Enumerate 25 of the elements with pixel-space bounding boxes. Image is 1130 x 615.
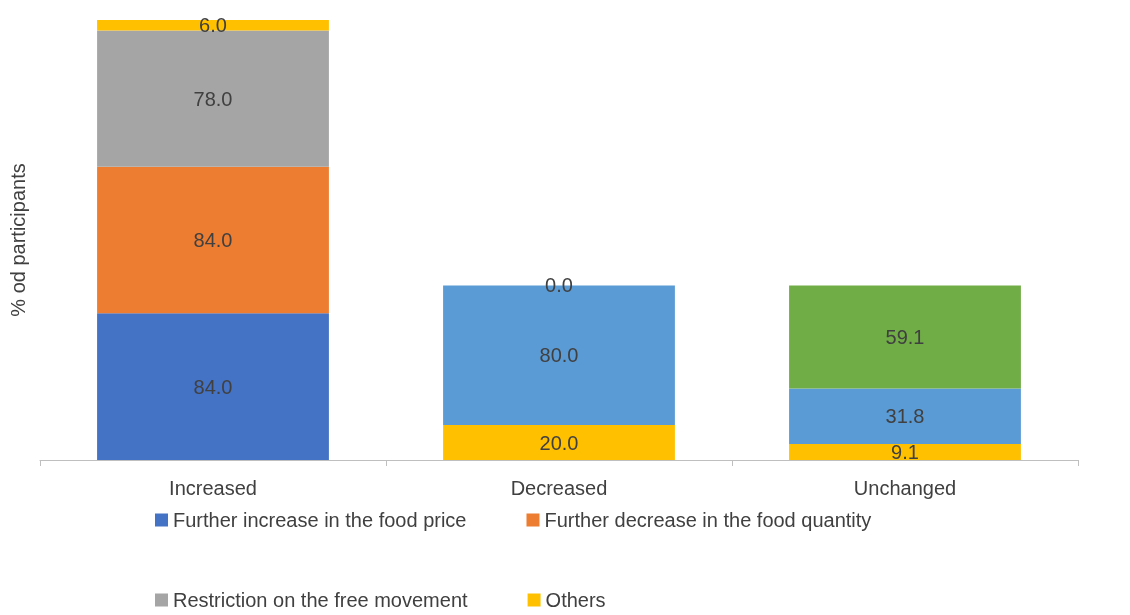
data-label: 84.0: [193, 375, 233, 398]
x-tick-label: Decreased: [510, 477, 608, 499]
data-label: 84.0: [193, 229, 233, 251]
legend-label: Restriction on the free movement: [173, 589, 469, 611]
bar: [789, 388, 1021, 445]
data-label: 59.1: [885, 325, 925, 348]
bar: [443, 425, 675, 460]
x-tick-label: Unchanged: [853, 477, 957, 499]
bar: [789, 444, 1021, 460]
bar: [97, 313, 329, 460]
data-label: 80.0: [539, 344, 579, 367]
y-axis-title: % od participants: [7, 163, 29, 317]
legend-label: Others: [545, 589, 606, 611]
data-label: 9.1: [891, 441, 919, 464]
legend-label: Further decrease in the food quantity: [544, 509, 872, 531]
data-label: 6.0: [199, 14, 227, 37]
legend-label: Further increase in the food price: [173, 509, 467, 531]
data-label: 31.8: [885, 405, 925, 428]
bar: [789, 285, 1021, 389]
bar: [97, 30, 329, 167]
data-label: 78.0: [193, 87, 233, 110]
bar: [97, 20, 329, 31]
data-label: 20.0: [539, 431, 579, 454]
bar: [97, 166, 329, 314]
x-tick-label: Increased: [169, 477, 257, 499]
